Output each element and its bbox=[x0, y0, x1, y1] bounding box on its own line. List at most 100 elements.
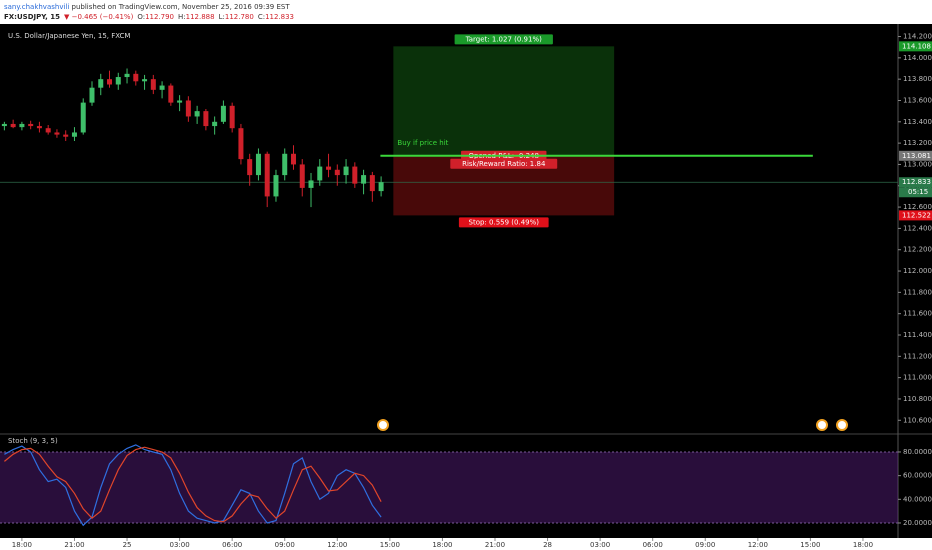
price-tag: 113.081 bbox=[902, 152, 931, 160]
x-tick-label: 03:00 bbox=[170, 541, 190, 549]
candle-body bbox=[299, 164, 305, 188]
candle-body bbox=[63, 134, 69, 137]
x-tick-label: 25 bbox=[123, 541, 132, 549]
x-tick-label: 06:00 bbox=[643, 541, 663, 549]
candle-body bbox=[80, 102, 86, 133]
candle-body bbox=[54, 132, 60, 135]
y-tick-label: 110.800 bbox=[903, 395, 932, 403]
y-tick-label: 112.200 bbox=[903, 246, 932, 254]
price-tag-bg bbox=[899, 150, 932, 161]
rr-label-bg bbox=[450, 158, 558, 169]
price-tag-bg bbox=[899, 177, 932, 188]
candle-body bbox=[369, 175, 375, 192]
event-icon[interactable] bbox=[377, 419, 389, 431]
x-tick-label: 06:00 bbox=[222, 541, 242, 549]
candle-body bbox=[150, 79, 156, 90]
y-tick-label: 111.200 bbox=[903, 352, 932, 360]
stoch-band bbox=[0, 451, 898, 523]
candle-body bbox=[71, 132, 77, 137]
author[interactable]: sany.chakhvashvili bbox=[4, 3, 69, 11]
y-tick-label: 113.400 bbox=[903, 118, 932, 126]
price-tag: 114.108 bbox=[902, 42, 931, 50]
candle-body bbox=[124, 73, 130, 78]
ohlc-label: H: bbox=[178, 13, 186, 21]
y-tick-label: 112.400 bbox=[903, 224, 932, 232]
y-tick-label: 114.000 bbox=[903, 54, 932, 62]
x-tick-label: 12:00 bbox=[748, 541, 768, 549]
candle-body bbox=[36, 126, 42, 129]
target-zone bbox=[393, 46, 615, 156]
ohlc-value: 112.888 bbox=[186, 13, 215, 21]
chart-title: U.S. Dollar/Japanese Yen, 15, FXCM bbox=[8, 32, 130, 40]
candle-body bbox=[282, 153, 288, 176]
candle-body bbox=[98, 79, 104, 88]
candle-body bbox=[378, 182, 384, 192]
candle-body bbox=[107, 79, 113, 85]
target-label-bg bbox=[454, 34, 553, 45]
candle-body bbox=[159, 85, 165, 90]
published: published on TradingView.com, November 2… bbox=[69, 3, 290, 11]
y-tick-label: 112.000 bbox=[903, 267, 932, 275]
ohlc-value: 112.790 bbox=[145, 13, 174, 21]
price-tag: 112.522 bbox=[902, 211, 931, 219]
rr-label: Risk/Reward Ratio: 1.84 bbox=[462, 160, 546, 168]
y-tick-label: 110.600 bbox=[903, 416, 932, 424]
stoch-line bbox=[4, 444, 382, 527]
candle-body bbox=[19, 123, 25, 128]
candle-body bbox=[317, 166, 323, 181]
candle-body bbox=[10, 123, 16, 128]
annotation-text: Buy if price hit bbox=[397, 139, 448, 147]
stoch-title: Stoch (9, 3, 5) bbox=[8, 437, 58, 445]
symbol-line: FX:USDJPY, 15 ▼ −0.465 (−0.41%) O:112.790 H… bbox=[4, 13, 294, 21]
y-tick-label: 40.0000 bbox=[903, 495, 932, 503]
candle-body bbox=[334, 169, 340, 176]
x-tick-label: 18:00 bbox=[432, 541, 452, 549]
y-tick-label: 113.200 bbox=[903, 139, 932, 147]
x-tick-label: 12:00 bbox=[327, 541, 347, 549]
x-tick-label: 18:00 bbox=[12, 541, 32, 549]
target-label: Target: 1.027 (0.91%) bbox=[465, 35, 542, 43]
candle-body bbox=[194, 111, 200, 117]
y-tick-label: 112.600 bbox=[903, 203, 932, 211]
price-tag-bg bbox=[899, 41, 932, 52]
x-tick-label: 09:00 bbox=[695, 541, 715, 549]
candle-body bbox=[264, 153, 270, 197]
price-tag: 112.833 bbox=[902, 178, 931, 186]
candle-body bbox=[185, 100, 191, 117]
header-line: sany.chakhvashvili published on TradingV… bbox=[4, 3, 290, 11]
candle-body bbox=[220, 105, 226, 122]
candle-body bbox=[115, 77, 121, 85]
y-tick-label: 113.600 bbox=[903, 96, 932, 104]
x-tick-label: 09:00 bbox=[275, 541, 295, 549]
x-tick-label: 21:00 bbox=[64, 541, 84, 549]
ohlc-label: O: bbox=[137, 13, 145, 21]
x-tick-label: 15:00 bbox=[800, 541, 820, 549]
stop-label: Stop: 0.559 (0.49%) bbox=[469, 218, 540, 226]
candle-body bbox=[177, 100, 183, 103]
candle-body bbox=[1, 123, 7, 127]
candle-body bbox=[352, 166, 358, 184]
event-icon[interactable] bbox=[816, 419, 828, 431]
x-tick-label: 18:00 bbox=[853, 541, 873, 549]
event-icon[interactable] bbox=[836, 419, 848, 431]
y-tick-label: 111.000 bbox=[903, 374, 932, 382]
change: ▼ −0.465 (−0.41%) bbox=[64, 13, 134, 21]
candle-body bbox=[255, 153, 261, 176]
x-tick-label: 15:00 bbox=[380, 541, 400, 549]
candle-body bbox=[308, 180, 314, 188]
candle-body bbox=[326, 166, 332, 170]
y-tick-label: 111.600 bbox=[903, 310, 932, 318]
event-icons[interactable] bbox=[377, 419, 848, 431]
price-tag-bg bbox=[899, 210, 932, 221]
countdown-bg bbox=[899, 187, 932, 198]
y-tick-label: 113.000 bbox=[903, 160, 932, 168]
candle-body bbox=[343, 166, 349, 176]
y-tick-label: 80.0000 bbox=[903, 448, 932, 456]
y-tick-label: 60.0000 bbox=[903, 472, 932, 480]
y-tick-label: 111.800 bbox=[903, 288, 932, 296]
symbol: FX:USDJPY, 15 bbox=[4, 13, 60, 21]
ohlc-value: 112.780 bbox=[225, 13, 254, 21]
candle-body bbox=[247, 159, 253, 176]
y-tick-label: 20.0000 bbox=[903, 519, 932, 527]
